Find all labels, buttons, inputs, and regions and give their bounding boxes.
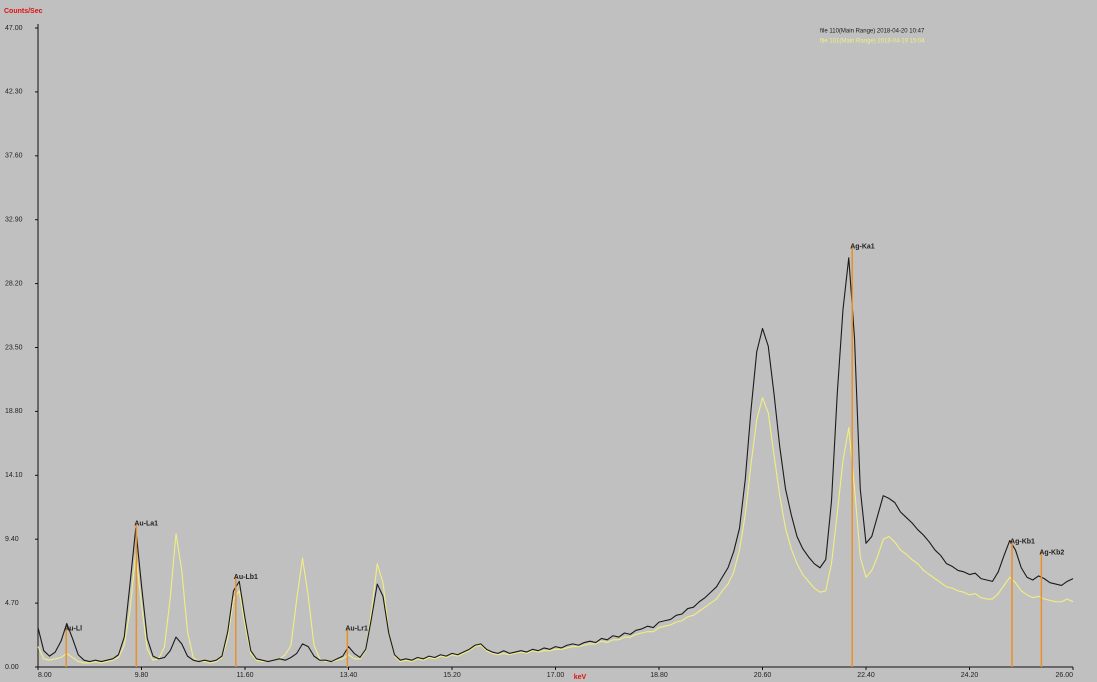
peak-label: Ag-Ka1 — [850, 243, 875, 250]
x-tick-label: 11.60 — [237, 672, 254, 679]
y-tick-label: 14.10 — [5, 472, 23, 479]
x-axis-label: keV — [574, 674, 587, 681]
y-tick-label: 37.60 — [5, 153, 23, 160]
peak-label: Au-Ll — [64, 625, 82, 632]
spectrum-line — [37, 397, 1074, 664]
x-tick-label: 13.40 — [340, 672, 358, 679]
x-tick-label: 9.80 — [135, 672, 149, 679]
x-tick-label: 20.60 — [754, 672, 772, 679]
x-tick-label: 26.00 — [1055, 672, 1073, 679]
x-tick-label: 18.80 — [650, 672, 668, 679]
spectrum-line — [37, 257, 1074, 663]
peak-label: Ag-Kb2 — [1039, 549, 1064, 556]
x-tick-label: 17.00 — [547, 672, 565, 679]
peak-label: Au-Lb1 — [234, 574, 258, 581]
legend-entry: file 110(Main Range) 2018-04-20 10:47 — [820, 29, 925, 35]
legend-entry: file 101(Main Range) 2018-04-19 15:04 — [820, 39, 925, 45]
y-tick-label: 23.50 — [5, 344, 23, 351]
x-tick-label: 15.20 — [443, 672, 461, 679]
x-tick-label: 8.00 — [38, 672, 52, 679]
x-tick-label: 22.40 — [857, 672, 875, 679]
y-tick-label: 32.90 — [5, 217, 23, 224]
x-tick-label: 24.20 — [961, 672, 979, 679]
y-axis-label: Counts/Sec — [4, 8, 43, 15]
peak-label: Au-Lr1 — [345, 625, 368, 632]
peak-label: Au-La1 — [134, 521, 158, 528]
y-tick-label: 4.70 — [5, 600, 19, 607]
y-tick-label: 9.40 — [5, 536, 19, 543]
y-tick-label: 47.00 — [5, 25, 23, 32]
y-tick-label: 42.30 — [5, 89, 23, 96]
y-tick-label: 28.20 — [5, 280, 23, 287]
y-tick-label: 18.80 — [5, 408, 23, 415]
peak-label: Ag-Kb1 — [1010, 538, 1035, 545]
y-tick-label: 0.00 — [5, 664, 19, 671]
